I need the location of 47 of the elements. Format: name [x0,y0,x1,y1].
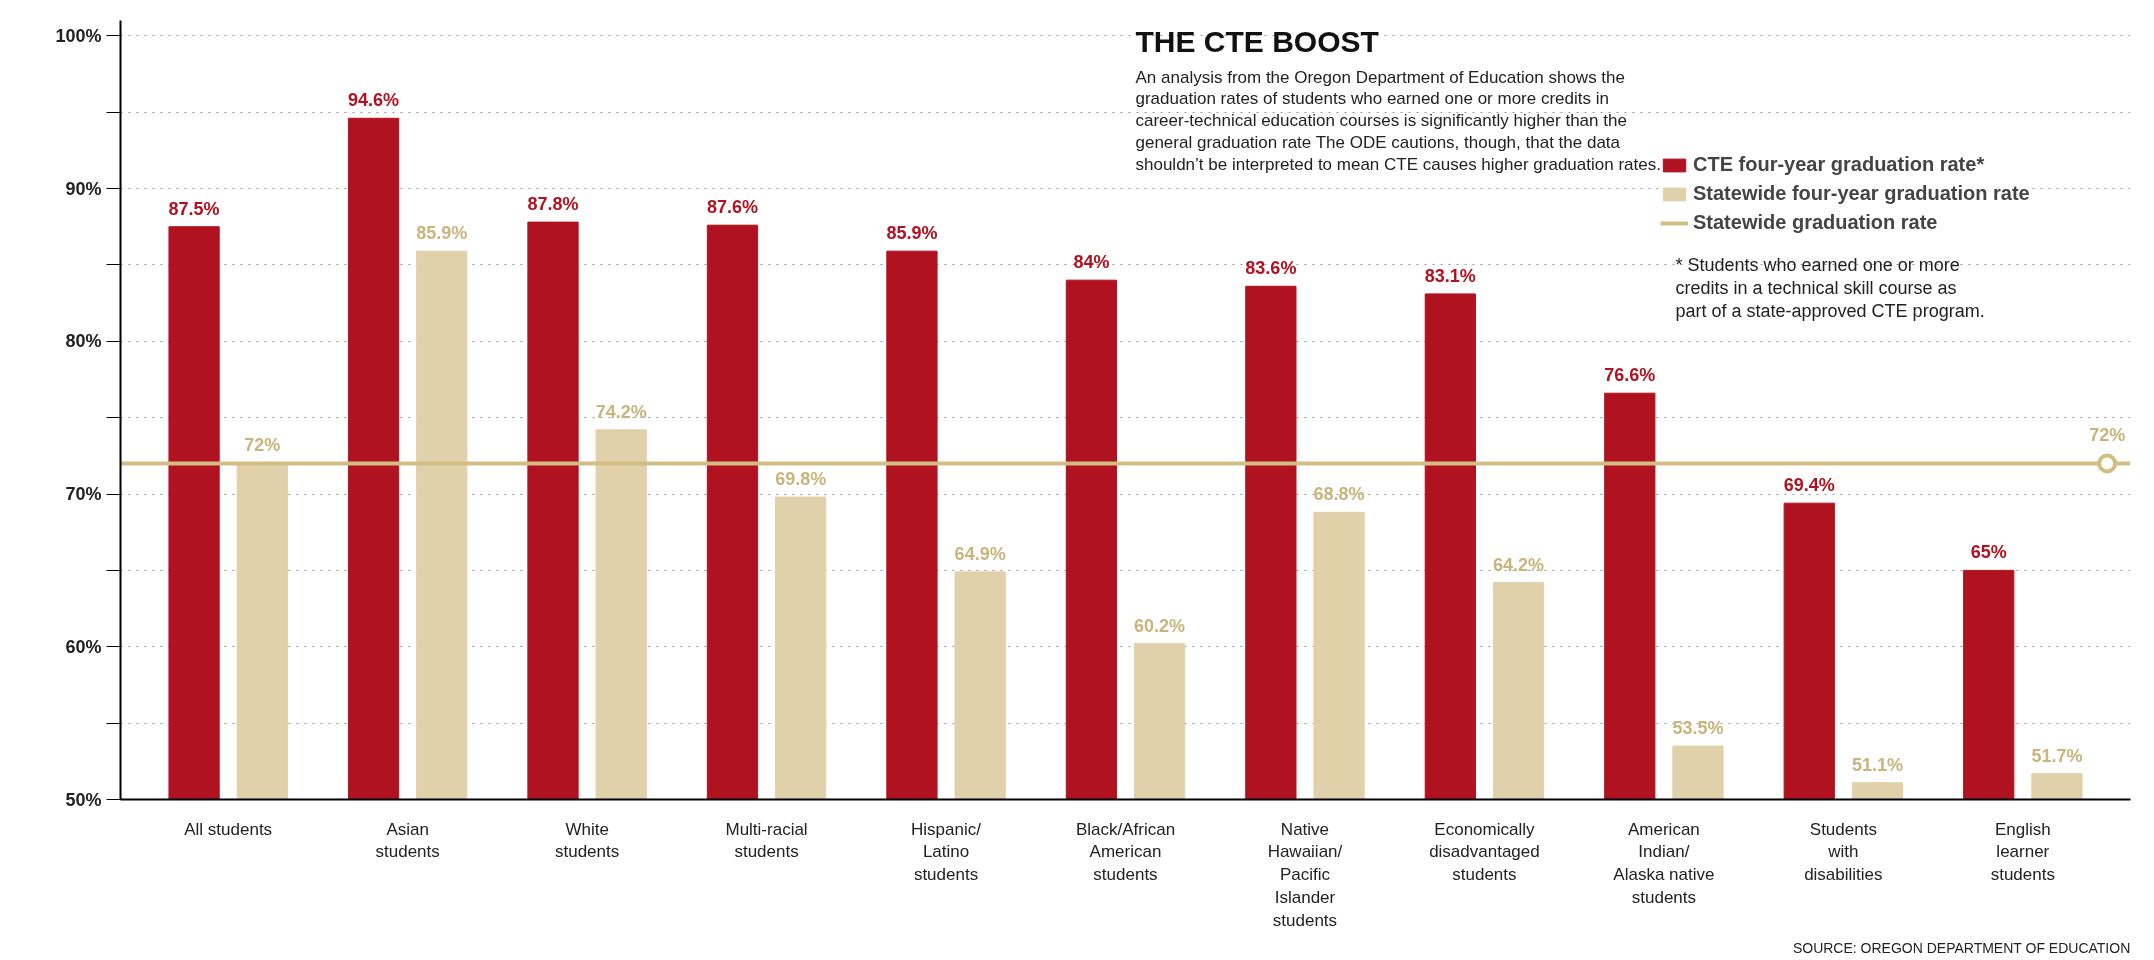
annotation: * Students who earned one or more credits in a technical skill course as part of a state-approved CTE program. [1675,254,1985,321]
data-label: 68.8% [1313,484,1365,505]
data-label: 69.8% [775,469,827,490]
chart-title: THE CTE BOOST [1135,24,1379,58]
data-label: 84% [1073,252,1110,273]
data-label: 51.7% [2031,745,2083,766]
data-label: 83.6% [1245,258,1297,279]
data-label: 74.2% [595,401,647,422]
data-label: 87.5% [168,198,220,219]
data-label: 87.6% [706,197,758,218]
data-label: 69.4% [1783,475,1835,496]
x-tick-label: Native Hawaiian/ Pacific Islander students [1267,819,1343,930]
x-tick-label: Hispanic/ Latino students [911,819,982,885]
data-label: 64.2% [1493,554,1545,575]
legend-label: Statewide four-year graduation rate [1693,182,2030,205]
data-label: 83.1% [1424,265,1476,286]
data-label: 85.9% [416,223,468,244]
data-label: 51.1% [1851,754,1903,775]
y-tick-label: 70% [65,484,102,505]
y-tick-label: 100% [55,25,102,46]
data-label: 76.6% [1604,365,1656,386]
x-tick-label: Asian students [375,819,440,862]
legend-label: CTE four-year graduation rate* [1693,153,1985,176]
data-label: 94.6% [348,90,400,111]
data-label: 87.8% [527,194,579,215]
x-tick-label: Economically disadvantaged students [1429,819,1540,885]
x-tick-label: All students [184,819,273,839]
x-tick-label: American Indian/ Alaska native students [1613,819,1715,907]
y-tick-label: 90% [65,178,102,199]
data-label: 85.9% [886,223,938,244]
data-label: 64.9% [954,543,1006,564]
data-label: 60.2% [1134,615,1186,636]
x-tick-label: English learner students [1990,819,2055,885]
annotation: 72% [2089,425,2126,446]
x-tick-label: Black/African American students [1075,819,1176,885]
data-label: 72% [244,435,281,456]
y-tick-label: 60% [65,636,102,657]
x-tick-label: White students [554,819,620,862]
x-tick-label: Multi-racial students [725,819,808,862]
text: An analysis from the Oregon Department of Education shows the graduation rates of students who earned one or more credits in career-technical education courses is significantly higher than the general graduation rate The ODE cautions, though, that the data shouldn’t be interpreted to mean CTE causes higher graduation rates. [1135,67,1661,174]
data-label: 53.5% [1672,718,1724,739]
data-label: 65% [1970,542,2007,563]
y-tick-label: 80% [65,331,102,352]
y-tick-label: 50% [65,789,102,810]
legend-label: Statewide graduation rate [1693,211,1938,234]
source-note: SOURCE: OREGON DEPARTMENT OF EDUCATION [1792,939,2131,956]
x-tick-label: Students with disabilities [1804,819,1883,885]
